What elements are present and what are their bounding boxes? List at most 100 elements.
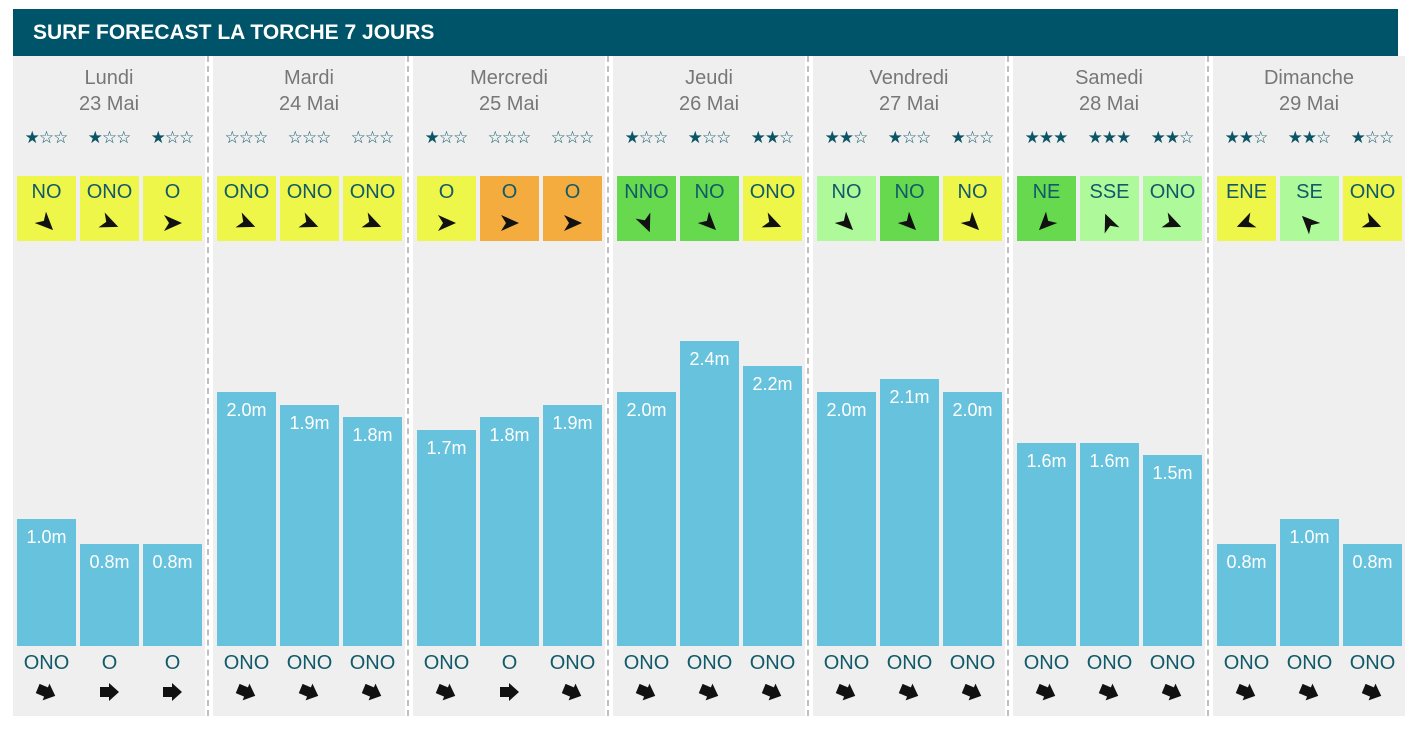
wave-height-bar xyxy=(280,404,339,646)
wind-box: ONO xyxy=(80,176,139,241)
wind-arrow-icon xyxy=(560,211,584,235)
wind-arrow-icon xyxy=(160,211,184,235)
wind-box: ONO xyxy=(343,176,402,241)
swell-direction: ONO xyxy=(1149,652,1196,674)
wave-height-label: 1.0m xyxy=(26,526,67,547)
swell-arrow-icon xyxy=(297,680,321,704)
wind-direction: ENE xyxy=(1225,181,1268,203)
swell-arrow-icon xyxy=(1160,680,1184,704)
day-separator xyxy=(807,56,809,716)
wind-arrow-icon xyxy=(1034,211,1058,235)
wind-direction: NE xyxy=(1032,181,1061,203)
day-date: 27 Mai xyxy=(878,93,940,115)
wind-direction: O xyxy=(164,181,181,203)
wave-height-label: 1.6m xyxy=(1026,450,1067,471)
wave-height-bar xyxy=(343,417,402,646)
swell-arrow-icon xyxy=(160,680,184,704)
swell-direction: ONO xyxy=(886,652,933,674)
wind-arrow-icon xyxy=(297,211,321,235)
rating-stars: ☆☆☆ xyxy=(550,128,595,148)
wave-height-label: 2.1m xyxy=(889,387,930,408)
wave-height-bar xyxy=(17,518,76,646)
swell-direction: ONO xyxy=(823,652,870,674)
wind-arrow-icon xyxy=(1297,211,1321,235)
swell-arrow-icon xyxy=(34,680,58,704)
day-column: Mardi 24 Mai ☆☆☆ ONO 2.0m ONO ☆☆☆ ONO 1.9m ONO ☆☆☆… xyxy=(213,56,405,716)
wind-box: NO xyxy=(943,176,1002,241)
swell-direction: ONO xyxy=(1223,652,1270,674)
wind-direction: NNO xyxy=(624,181,669,203)
wave-height-bar xyxy=(1080,442,1139,646)
wave-height-label: 1.9m xyxy=(552,412,593,433)
wind-arrow-icon xyxy=(697,211,721,235)
day-date: 29 Mai xyxy=(1278,93,1340,115)
wind-box: NO xyxy=(817,176,876,241)
wind-arrow-icon xyxy=(1234,211,1258,235)
day-name: Dimanche xyxy=(1263,67,1355,89)
wind-direction: O xyxy=(438,181,455,203)
wave-height-label: 0.8m xyxy=(152,552,193,573)
wind-direction: NO xyxy=(31,181,62,203)
day-separator xyxy=(207,56,209,716)
wind-arrow-icon xyxy=(960,211,984,235)
day-column: Vendredi 27 Mai ★★☆ NO 2.0m ONO ★☆☆ NO 2.1m ONO ★☆… xyxy=(813,56,1005,716)
rating-stars: ★☆☆ xyxy=(1350,128,1395,148)
day-column: Jeudi 26 Mai ★☆☆ NNO 2.0m ONO ★☆☆ NO 2.4m ONO ★★☆ O… xyxy=(613,56,805,716)
wind-box: SSE xyxy=(1080,176,1139,241)
wind-direction: NO xyxy=(894,181,925,203)
wave-height-bar xyxy=(743,366,802,646)
wind-arrow-icon xyxy=(1097,211,1121,235)
wind-arrow-icon xyxy=(497,211,521,235)
swell-direction: ONO xyxy=(1349,652,1396,674)
swell-direction: ONO xyxy=(23,652,70,674)
swell-direction: ONO xyxy=(423,652,470,674)
swell-direction: ONO xyxy=(949,652,996,674)
wave-height-bar xyxy=(1343,544,1402,646)
wind-arrow-icon xyxy=(1160,211,1184,235)
swell-direction: ONO xyxy=(686,652,733,674)
wind-direction: O xyxy=(501,181,518,203)
swell-arrow-icon xyxy=(697,680,721,704)
wind-direction: SSE xyxy=(1089,181,1130,203)
wave-height-bar xyxy=(1280,518,1339,646)
wind-direction: ONO xyxy=(86,181,133,203)
wave-height-label: 0.8m xyxy=(1226,552,1267,573)
wave-height-bar xyxy=(217,391,276,646)
rating-stars: ★☆☆ xyxy=(24,128,69,148)
wave-height-label: 1.5m xyxy=(1152,463,1193,484)
swell-arrow-icon xyxy=(97,680,121,704)
wind-arrow-icon xyxy=(760,211,784,235)
wind-box: O xyxy=(143,176,202,241)
forecast-header: SURF FORECAST LA TORCHE 7 JOURS xyxy=(13,9,1398,56)
swell-arrow-icon xyxy=(634,680,658,704)
wind-arrow-icon xyxy=(434,211,458,235)
swell-arrow-icon xyxy=(497,680,521,704)
day-date: 28 Mai xyxy=(1078,93,1140,115)
wind-box: NE xyxy=(1017,176,1076,241)
rating-stars: ★☆☆ xyxy=(687,128,732,148)
wave-height-label: 2.2m xyxy=(752,374,793,395)
swell-direction: ONO xyxy=(1023,652,1070,674)
wave-height-label: 0.8m xyxy=(1352,552,1393,573)
day-separator xyxy=(407,56,409,716)
day-date: 25 Mai xyxy=(478,93,540,115)
wave-height-label: 1.0m xyxy=(1289,526,1330,547)
wave-height-bar xyxy=(880,379,939,646)
wave-height-bar xyxy=(1017,442,1076,646)
wind-direction: NO xyxy=(694,181,725,203)
day-separator xyxy=(1207,56,1209,716)
wave-height-bar xyxy=(80,544,139,646)
swell-direction: ONO xyxy=(286,652,333,674)
swell-direction: ONO xyxy=(623,652,670,674)
rating-stars: ★☆☆ xyxy=(424,128,469,148)
forecast-board: Lundi 23 Mai ★☆☆ NO 1.0m ONO ★☆☆ ONO 0.8m O ★☆☆ O 0.… xyxy=(13,56,1405,716)
wave-height-label: 2.4m xyxy=(689,349,730,369)
rating-stars: ★★☆ xyxy=(1150,128,1195,148)
day-date: 26 Mai xyxy=(678,93,740,115)
day-separator xyxy=(1007,56,1009,716)
swell-direction: ONO xyxy=(349,652,396,674)
day-column: Lundi 23 Mai ★☆☆ NO 1.0m ONO ★☆☆ ONO 0.8m O ★☆☆ O 0.… xyxy=(13,56,205,716)
wind-arrow-icon xyxy=(34,211,58,235)
swell-arrow-icon xyxy=(1097,680,1121,704)
swell-direction: ONO xyxy=(1286,652,1333,674)
